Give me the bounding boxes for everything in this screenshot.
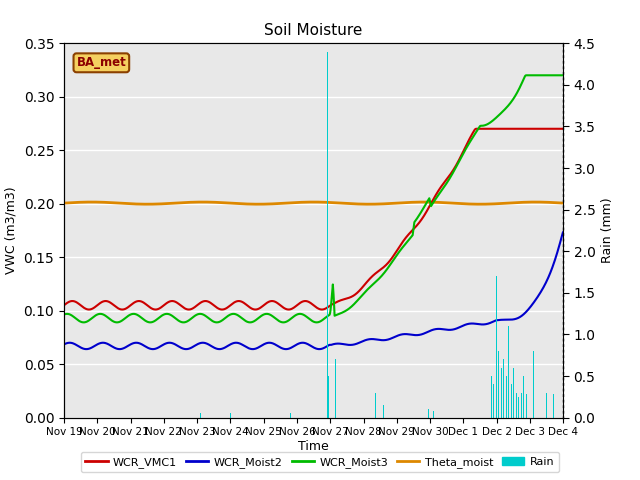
- Title: Soil Moisture: Soil Moisture: [264, 23, 363, 38]
- Bar: [328, 376, 329, 418]
- Bar: [508, 326, 509, 418]
- Bar: [509, 376, 510, 418]
- Bar: [511, 384, 512, 418]
- Y-axis label: Rain (mm): Rain (mm): [601, 198, 614, 263]
- Bar: [501, 368, 502, 418]
- Text: BA_met: BA_met: [77, 56, 126, 69]
- Bar: [380, 401, 381, 418]
- Bar: [523, 376, 524, 418]
- Bar: [375, 393, 376, 418]
- Bar: [516, 393, 517, 418]
- Bar: [503, 360, 504, 418]
- Bar: [513, 368, 514, 418]
- Bar: [496, 276, 497, 418]
- Bar: [200, 413, 201, 418]
- Bar: [553, 394, 554, 418]
- Bar: [526, 394, 527, 418]
- Bar: [327, 51, 328, 418]
- Bar: [521, 393, 522, 418]
- Bar: [498, 351, 499, 418]
- Bar: [504, 384, 506, 418]
- Bar: [290, 413, 291, 418]
- Bar: [428, 409, 429, 418]
- Y-axis label: VWC (m3/m3): VWC (m3/m3): [5, 187, 18, 274]
- Bar: [433, 411, 434, 418]
- Legend: WCR_VMC1, WCR_Moist2, WCR_Moist3, Theta_moist, Rain: WCR_VMC1, WCR_Moist2, WCR_Moist3, Theta_…: [81, 452, 559, 472]
- Bar: [546, 393, 547, 418]
- Bar: [267, 413, 268, 418]
- Bar: [506, 376, 507, 418]
- X-axis label: Time: Time: [298, 440, 329, 453]
- Bar: [533, 351, 534, 418]
- Bar: [230, 413, 231, 418]
- Bar: [383, 405, 384, 418]
